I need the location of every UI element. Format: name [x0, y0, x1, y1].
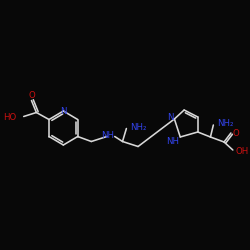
Text: N: N: [167, 112, 174, 122]
Text: NH₂: NH₂: [130, 123, 146, 132]
Text: O: O: [28, 91, 35, 100]
Text: NH: NH: [166, 138, 179, 146]
Text: NH: NH: [102, 131, 114, 140]
Text: N: N: [60, 106, 66, 116]
Text: O: O: [232, 130, 239, 138]
Text: NH₂: NH₂: [217, 120, 233, 128]
Text: OH: OH: [236, 146, 249, 156]
Text: HO: HO: [3, 113, 16, 122]
